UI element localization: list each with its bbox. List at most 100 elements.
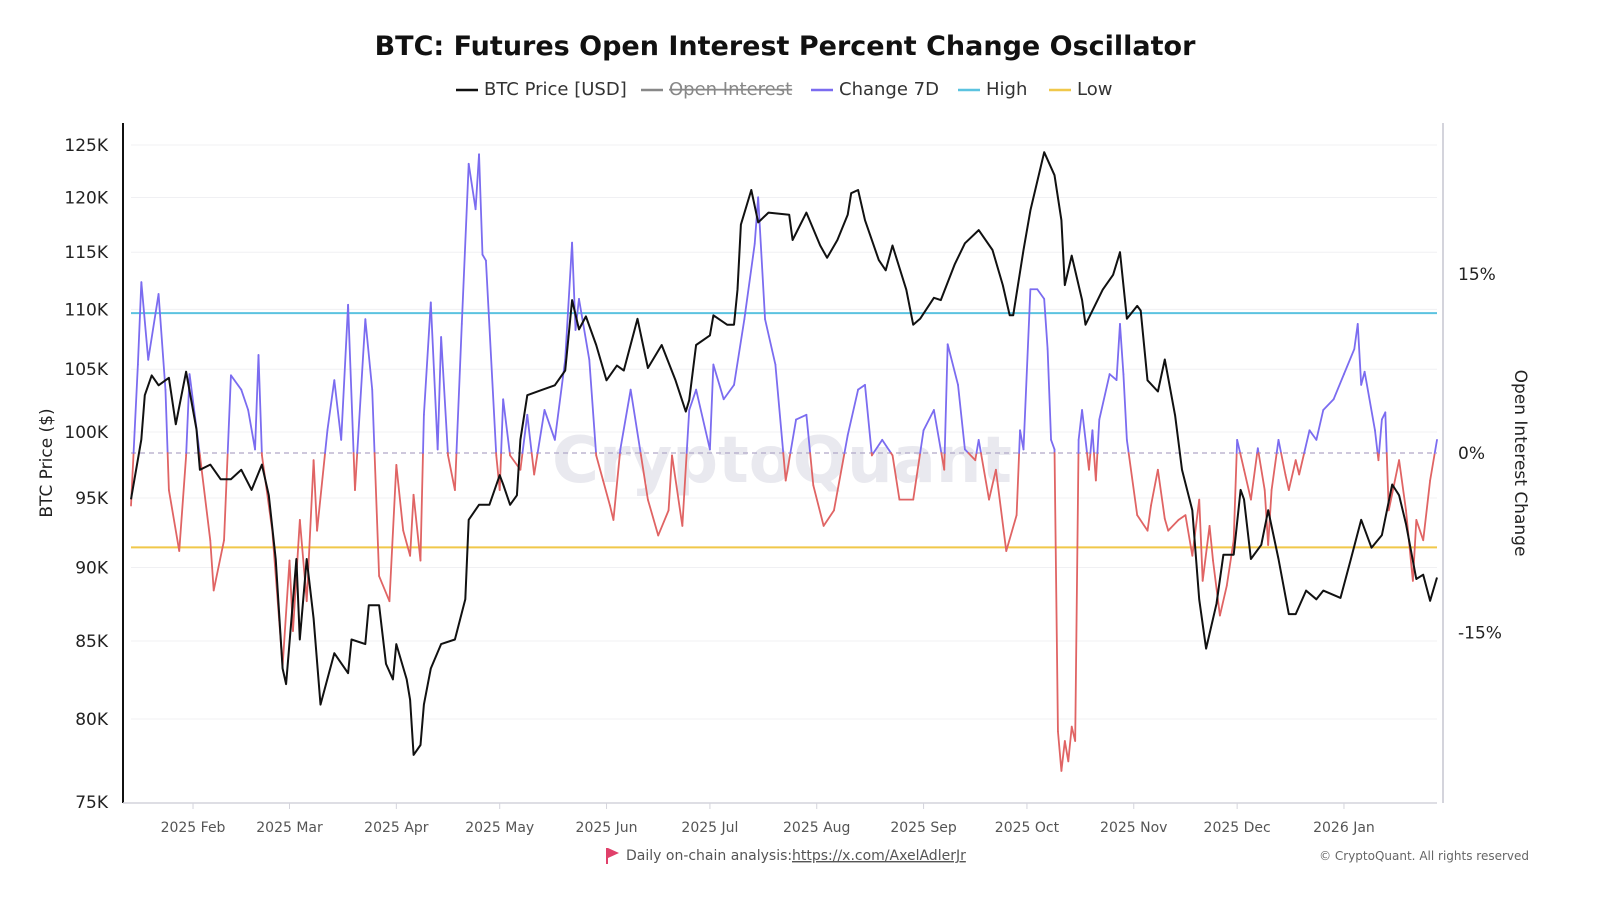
change-7d-segment-negative — [1184, 514, 1194, 557]
change-7d-segment-negative — [1005, 514, 1018, 552]
change-7d-segment-positive — [733, 318, 746, 386]
change-7d-segment-positive — [230, 374, 243, 391]
left-axis-title: BTC Price ($) — [37, 408, 57, 517]
change-7d-segment-negative — [1225, 539, 1235, 587]
change-7d-segment-negative — [1280, 452, 1287, 476]
change-7d-segment-negative — [1243, 468, 1252, 501]
change-7d-segment-negative — [223, 452, 229, 542]
change-7d-segment-positive — [977, 438, 982, 454]
change-7d-segment-positive — [957, 383, 966, 451]
change-7d-segment-positive — [1122, 373, 1128, 441]
change-7d-segment-negative — [1219, 584, 1228, 617]
change-7d-segment-positive — [1236, 438, 1242, 454]
legend-label: High — [986, 79, 1027, 100]
change-7d-segment-negative — [212, 539, 225, 592]
change-7d-series — [130, 153, 1438, 772]
copyright-text: © CryptoQuant. All rights reserved — [1319, 849, 1529, 863]
change-7d-segment-negative — [891, 454, 901, 501]
change-7d-segment-positive — [864, 383, 873, 454]
right-axis-title: Open Interest Change — [1510, 370, 1530, 557]
right-axis-ticks: 15% 0% -15% — [1458, 265, 1502, 644]
change-7d-segment-positive — [147, 293, 160, 361]
change-7d-segment-positive — [1374, 429, 1379, 454]
legend-item-change-7d[interactable]: Change 7D — [811, 79, 939, 100]
change-7d-segment-positive — [1360, 370, 1366, 386]
x-tick-label: 2025 Feb — [161, 820, 226, 836]
y-left-tick-label: 110K — [64, 300, 108, 320]
change-7d-segment-negative — [388, 464, 398, 603]
change-7d-segment-positive — [481, 253, 487, 262]
change-7d-segment-positive — [789, 418, 797, 454]
x-tick-label: 2025 Jun — [576, 820, 638, 836]
change-7d-segment-negative — [1057, 730, 1063, 772]
y-left-tick-label: 85K — [75, 632, 109, 652]
y-right-tick-label: 15% — [1458, 265, 1496, 285]
change-7d-segment-positive — [574, 297, 580, 331]
change-7d-segment-positive — [164, 388, 169, 454]
change-7d-segment-positive — [460, 162, 470, 325]
change-7d-segment-negative — [1150, 468, 1159, 507]
change-7d-segment-negative — [646, 498, 660, 537]
y-left-tick-label: 125K — [64, 136, 108, 156]
change-7d-segment-negative — [1415, 519, 1425, 542]
change-7d-segment-positive — [136, 281, 143, 366]
legend-item-low[interactable]: Low — [1049, 79, 1112, 100]
change-7d-segment-positive — [795, 413, 808, 421]
y-left-tick-label: 75K — [75, 793, 109, 813]
change-7d-segment-negative — [1060, 740, 1066, 772]
change-7d-segment-negative — [995, 468, 1008, 552]
footer-link[interactable]: https://x.com/AxelAdlerJr — [792, 848, 966, 864]
y-left-tick-label: 95K — [75, 489, 109, 509]
change-7d-segment-positive — [1091, 429, 1095, 454]
change-7d-segment-negative — [595, 454, 604, 482]
change-7d-segment-negative — [1015, 452, 1021, 517]
change-7d-segment-positive — [1036, 288, 1046, 300]
change-7d-segment-negative — [833, 452, 846, 512]
change-7d-segment-positive — [872, 438, 884, 454]
change-7d-segment-positive — [1046, 348, 1052, 441]
change-7d-segment-positive — [932, 409, 943, 454]
change-7d-segment-positive — [356, 318, 367, 454]
y-left-tick-label: 105K — [64, 360, 108, 380]
change-7d-segment-negative — [305, 459, 315, 603]
change-7d-segment-negative — [1163, 517, 1170, 532]
change-7d-segment-negative — [1198, 498, 1204, 582]
change-7d-segment-negative — [454, 452, 458, 491]
change-7d-segment-negative — [974, 452, 978, 462]
change-7d-segment-positive — [1098, 373, 1111, 421]
change-7d-segment-positive — [140, 281, 150, 361]
change-7d-segment-positive — [324, 429, 329, 454]
chart-title: BTC: Futures Open Interest Percent Chang… — [375, 31, 1197, 62]
change-7d-segment-negative — [1232, 452, 1238, 542]
legend-item-high[interactable]: High — [958, 79, 1027, 100]
y-left-tick-label: 80K — [75, 710, 109, 730]
change-7d-segment-positive — [843, 434, 849, 454]
change-7d-segment-positive — [455, 323, 463, 454]
change-7d-segment-positive — [1378, 418, 1383, 454]
change-7d-segment-positive — [946, 343, 959, 386]
change-7d-segment-negative — [1287, 459, 1297, 491]
change-7d-segment-negative — [1067, 725, 1073, 763]
change-7d-segment-positive — [1077, 409, 1083, 441]
legend-item-open-interest[interactable]: Open Interest — [641, 79, 792, 100]
footer-label: Daily on-chain analysis: — [626, 848, 792, 864]
change-7d-segment-positive — [422, 413, 425, 454]
change-7d-segment-negative — [980, 452, 990, 501]
change-7d-segment-positive — [521, 413, 529, 454]
change-7d-segment-negative — [1088, 452, 1092, 471]
legend-item-btc-price[interactable]: BTC Price [USD] — [456, 79, 627, 100]
legend-label: Low — [1077, 79, 1112, 100]
change-7d-segment-positive — [326, 379, 336, 432]
change-7d-segment-positive — [712, 363, 725, 401]
change-7d-segment-negative — [1239, 452, 1245, 471]
change-7d-segment-positive — [857, 383, 866, 391]
change-7d-segment-negative — [447, 454, 456, 491]
change-7d-segment-negative — [809, 452, 815, 487]
y-left-tick-label: 115K — [64, 243, 108, 263]
change-7d-segment-positive — [774, 363, 785, 454]
change-7d-segment-negative — [784, 452, 792, 482]
change-7d-segment-positive — [943, 343, 949, 454]
x-tick-label: 2025 Mar — [256, 820, 323, 836]
y-right-tick-label: -15% — [1458, 623, 1502, 643]
